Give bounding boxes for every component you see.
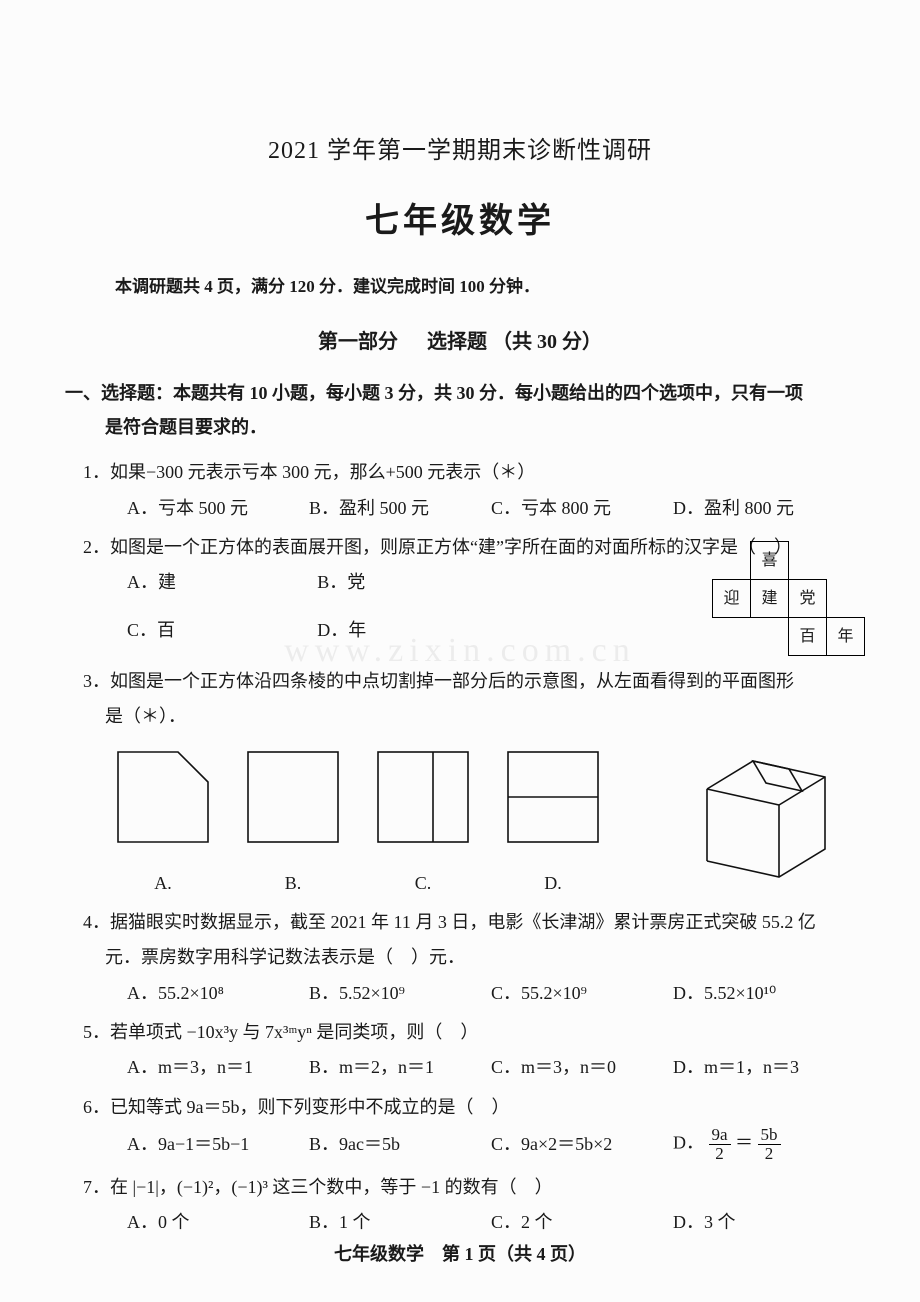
q4-opt-d: D．5.52×10¹⁰ — [673, 977, 855, 1010]
q3-fig-a: A. — [113, 747, 213, 900]
question-1: 1．如果−300 元表示亏本 300 元，那么+500 元表示（＊） A．亏本 … — [65, 456, 855, 525]
section-title: 选择题 — [427, 331, 487, 353]
q6-d-frac1-num: 9a — [709, 1126, 731, 1145]
question-5: 5．若单项式 −10x³y 与 7x³ᵐyⁿ 是同类项，则（ ） A．m＝3，n… — [65, 1016, 855, 1085]
q2-opt-d: D．年 — [317, 614, 507, 647]
q6-opt-d: D． 9a 2 ＝ 5b 2 — [673, 1126, 855, 1163]
section-part: 第一部分 — [318, 331, 398, 353]
q2-opt-a: A．建 — [127, 566, 317, 599]
cube-net-figure: 喜 迎 建 党 百 年 — [712, 541, 865, 656]
q5-opt-d: D．m＝1，n＝3 — [673, 1051, 855, 1084]
net-cell-3: 党 — [789, 579, 827, 617]
q4-stem2: 元．票房数字用科学记数法表示是（ ）元． — [83, 941, 855, 974]
q2-options-row1: A．建 B．党 — [83, 566, 508, 599]
q3-fig-b: B. — [243, 747, 343, 900]
q6-opt-c: C．9a×2＝5b×2 — [491, 1128, 673, 1161]
q6-d-frac1: 9a 2 — [709, 1126, 731, 1163]
section-header: 第一部分 选择题 （共 30 分） — [65, 325, 855, 354]
q3-fig-d: D. — [503, 747, 603, 900]
q4-options: A．55.2×10⁸ B．5.52×10⁹ C．55.2×10⁹ D．5.52×… — [83, 977, 855, 1010]
q3-figures: A. B. C. D. — [83, 747, 855, 900]
net-cell-1: 迎 — [713, 579, 751, 617]
q3-svg-b — [243, 747, 343, 847]
q3-label-a: A. — [113, 867, 213, 900]
q5-opt-a: A．m＝3，n＝1 — [127, 1051, 309, 1084]
q3-label-d: D. — [503, 867, 603, 900]
q6-stem: 6．已知等式 9a＝5b，则下列变形中不成立的是（ ） — [83, 1091, 855, 1124]
q1-stem: 1．如果−300 元表示亏本 300 元，那么+500 元表示（＊） — [83, 456, 855, 489]
q3-stem2: 是（＊）． — [83, 700, 855, 733]
q3-fig-c: C. — [373, 747, 473, 900]
net-cell-4: 百 — [789, 617, 827, 655]
q1-opt-c: C．亏本 800 元 — [491, 492, 673, 525]
instructions-line1: 一、选择题：本题共有 10 小题，每小题 3 分，共 30 分．每小题给出的四个… — [65, 383, 803, 403]
cube-net-table: 喜 迎 建 党 百 年 — [712, 541, 865, 656]
exam-subtitle: 2021 学年第一学期期末诊断性调研 — [65, 130, 855, 165]
page-footer: 七年级数学 第 1 页（共 4 页） — [0, 1240, 920, 1266]
q3-svg-a — [113, 747, 213, 847]
question-3: 3．如图是一个正方体沿四条棱的中点切割掉一部分后的示意图，从左面看得到的平面图形… — [65, 665, 855, 900]
q7-stem: 7．在 |−1|，(−1)²，(−1)³ 这三个数中，等于 −1 的数有（ ） — [83, 1171, 855, 1204]
q5-opt-c: C．m＝3，n＝0 — [491, 1051, 673, 1084]
q5-stem: 5．若单项式 −10x³y 与 7x³ᵐyⁿ 是同类项，则（ ） — [83, 1016, 855, 1049]
q2-opt-c: C．百 — [127, 614, 317, 647]
q7-opt-d: D．3 个 — [673, 1206, 855, 1239]
q7-opt-b: B．1 个 — [309, 1206, 491, 1239]
q6-d-prefix: D． — [673, 1132, 704, 1152]
exam-meta: 本调研题共 4 页，满分 120 分．建议完成时间 100 分钟． — [65, 272, 855, 297]
q6-d-frac2-den: 2 — [758, 1145, 781, 1163]
q5-options: A．m＝3，n＝1 B．m＝2，n＝1 C．m＝3，n＝0 D．m＝1，n＝3 — [83, 1051, 855, 1084]
q2-opt-b: B．党 — [317, 566, 507, 599]
q4-stem1: 4．据猫眼实时数据显示，截至 2021 年 11 月 3 日，电影《长津湖》累计… — [83, 906, 855, 939]
section-points: （共 30 分） — [492, 331, 602, 353]
q3-svg-d — [503, 747, 603, 847]
question-4: 4．据猫眼实时数据显示，截至 2021 年 11 月 3 日，电影《长津湖》累计… — [65, 906, 855, 1010]
q7-opt-c: C．2 个 — [491, 1206, 673, 1239]
instructions-line2: 是符合题目要求的． — [65, 410, 855, 444]
q6-options: A．9a−1＝5b−1 B．9ac＝5b C．9a×2＝5b×2 D． 9a 2… — [83, 1126, 855, 1163]
net-cell-2: 建 — [751, 579, 789, 617]
q7-options: A．0 个 B．1 个 C．2 个 D．3 个 — [83, 1206, 855, 1239]
q6-d-frac2: 5b 2 — [758, 1126, 781, 1163]
q3-solid-figure — [695, 749, 845, 900]
q3-stem1: 3．如图是一个正方体沿四条棱的中点切割掉一部分后的示意图，从左面看得到的平面图形 — [83, 665, 855, 698]
q1-opt-b: B．盈利 500 元 — [309, 492, 491, 525]
q4-opt-b: B．5.52×10⁹ — [309, 977, 491, 1010]
q6-d-eq: ＝ — [735, 1132, 753, 1152]
q7-opt-a: A．0 个 — [127, 1206, 309, 1239]
exam-title: 七年级数学 — [65, 193, 855, 242]
q3-svg-c — [373, 747, 473, 847]
q5-opt-b: B．m＝2，n＝1 — [309, 1051, 491, 1084]
q1-opt-a: A．亏本 500 元 — [127, 492, 309, 525]
section-instructions: 一、选择题：本题共有 10 小题，每小题 3 分，共 30 分．每小题给出的四个… — [65, 376, 855, 444]
q3-solid-svg — [695, 749, 845, 889]
q4-opt-a: A．55.2×10⁸ — [127, 977, 309, 1010]
q6-d-frac2-num: 5b — [758, 1126, 781, 1145]
q2-options-row2: C．百 D．年 — [83, 614, 508, 647]
question-6: 6．已知等式 9a＝5b，则下列变形中不成立的是（ ） A．9a−1＝5b−1 … — [65, 1091, 855, 1163]
q6-opt-b: B．9ac＝5b — [309, 1128, 491, 1161]
q6-opt-a: A．9a−1＝5b−1 — [127, 1128, 309, 1161]
q6-d-frac1-den: 2 — [709, 1145, 731, 1163]
question-7: 7．在 |−1|，(−1)²，(−1)³ 这三个数中，等于 −1 的数有（ ） … — [65, 1171, 855, 1240]
q4-opt-c: C．55.2×10⁹ — [491, 977, 673, 1010]
net-cell-0: 喜 — [751, 541, 789, 579]
q1-options: A．亏本 500 元 B．盈利 500 元 C．亏本 800 元 D．盈利 80… — [83, 492, 855, 525]
q3-label-b: B. — [243, 867, 343, 900]
exam-page: www.zixin.com.cn 2021 学年第一学期期末诊断性调研 七年级数… — [0, 0, 920, 1302]
question-2: 2．如图是一个正方体的表面展开图，则原正方体“建”字所在面的对面所标的汉字是（ … — [65, 531, 855, 647]
q3-label-c: C. — [373, 867, 473, 900]
q1-opt-d: D．盈利 800 元 — [673, 492, 855, 525]
net-cell-5: 年 — [827, 617, 865, 655]
